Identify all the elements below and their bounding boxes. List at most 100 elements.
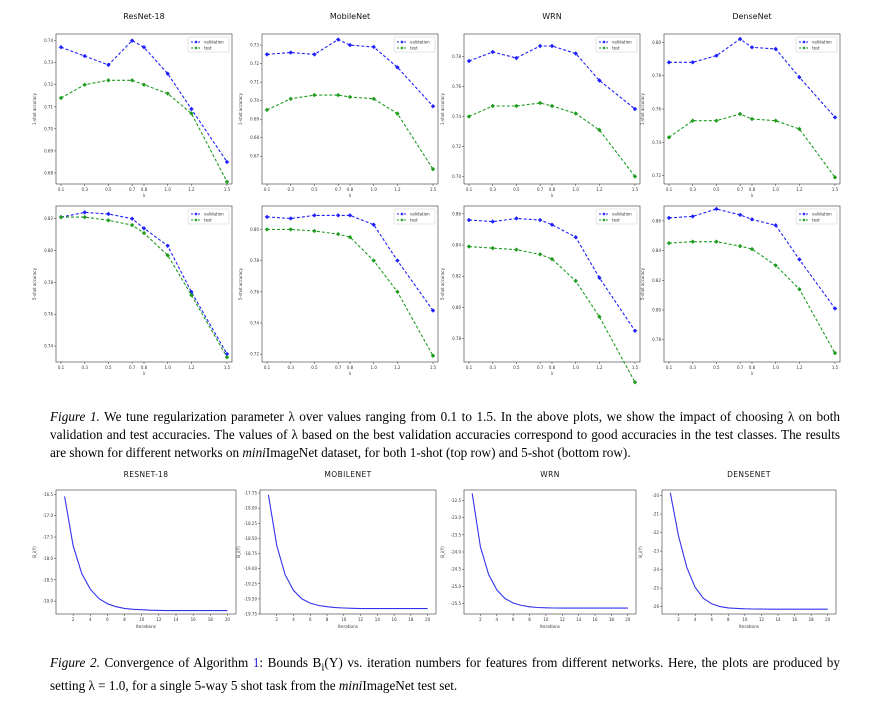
x-tick-label: 0.3 [288, 187, 295, 192]
point-validation [832, 306, 838, 311]
x-axis-label: λ [551, 371, 554, 376]
series-line-validation [468, 217, 636, 332]
point-test [832, 350, 838, 356]
point-test [106, 218, 111, 223]
series-line-validation [266, 38, 434, 107]
point-test [82, 82, 87, 87]
legend-marker-validation [802, 40, 806, 44]
point-validation [189, 106, 194, 112]
point-test [632, 380, 638, 385]
x-tick-label: 0.8 [549, 187, 556, 192]
point-validation [690, 214, 695, 219]
legend-label-test: test [204, 45, 212, 50]
y-tick-label: 0.73 [250, 43, 259, 48]
point-validation [430, 104, 436, 109]
x-axis-label: Iterations [540, 624, 560, 629]
series-line-validation [669, 38, 836, 118]
y-tick-label: 0.76 [652, 107, 661, 112]
x-tick-label: 0.7 [537, 365, 544, 370]
point-test [797, 126, 802, 132]
plot-frame [55, 33, 233, 185]
point-validation [549, 43, 555, 49]
point-validation [666, 60, 672, 65]
point-validation [288, 216, 293, 221]
y-tick-label: 0.72 [452, 144, 461, 149]
x-tick-label: 1.2 [796, 187, 803, 192]
x-tick-label: 1.0 [371, 187, 378, 192]
y-tick-label: 0.80 [44, 248, 53, 253]
y-tick-label: 0.74 [452, 114, 461, 119]
y-tick-label: 0.72 [250, 352, 259, 357]
point-test [549, 103, 555, 109]
x-tick-label: 14 [173, 617, 179, 622]
x-tick-label: 2 [72, 617, 75, 622]
algorithm-ref-link[interactable]: 1 [252, 655, 260, 670]
figure-2-caption-text-end: ImageNet test set. [362, 677, 458, 693]
y-axis-label: 1-shot accuracy [32, 92, 37, 125]
y-tick-label: -18.50 [244, 536, 257, 541]
plot-frame [663, 205, 841, 363]
point-validation [371, 44, 376, 50]
point-test [395, 111, 400, 116]
x-axis-label: λ [751, 371, 754, 376]
x-tick-label: 16 [792, 617, 798, 622]
point-validation [514, 55, 519, 61]
series-line-test [61, 216, 228, 358]
y-tick-label: 0.74 [44, 38, 53, 43]
x-tick-label: 1.5 [832, 365, 839, 370]
x-tick-label: 0.1 [466, 187, 473, 192]
x-tick-label: 0.7 [537, 187, 544, 192]
y-tick-label: 0.70 [250, 98, 259, 103]
y-tick-label: -20 [652, 493, 659, 498]
x-tick-label: 0.3 [490, 365, 497, 370]
x-tick-label: 1.5 [832, 187, 839, 192]
figure-2-caption-emph: mini [338, 677, 363, 693]
x-tick-label: 8 [727, 617, 730, 622]
x-tick-label: 1.2 [596, 365, 603, 370]
figure-2-caption: Figure 2. Convergence of Algorithm 1: Bo… [50, 654, 840, 695]
point-validation [82, 210, 87, 215]
point-validation [797, 75, 802, 80]
point-test [371, 96, 376, 102]
point-test [312, 92, 317, 98]
point-validation [129, 38, 135, 43]
y-tick-label: 0.78 [452, 54, 461, 59]
point-test [189, 111, 194, 116]
legend-label-test: test [612, 217, 620, 222]
point-validation [395, 65, 400, 70]
convergence-chart-densenet: DENSENET B_i(Y) -26 -25 -24 -23 -22 -21 -20 2 4 6 8 1… [634, 468, 840, 638]
point-test [773, 118, 778, 123]
point-test [395, 289, 400, 294]
point-validation [549, 222, 555, 227]
x-tick-label: 14 [375, 617, 381, 622]
chart-title: WRN [542, 12, 561, 21]
legend-marker-validation [802, 212, 806, 216]
legend-label-validation: validation [204, 39, 224, 44]
x-tick-label: 0.7 [129, 187, 136, 192]
x-tick-label: 6 [710, 617, 713, 622]
point-validation [690, 60, 695, 65]
legend-label-validation: validation [612, 39, 632, 44]
legend-label-test: test [410, 217, 418, 222]
x-tick-label: 14 [775, 617, 781, 622]
point-test [58, 95, 64, 101]
figure-1-label: Figure 1. [50, 409, 100, 424]
y-tick-label: 0.86 [652, 218, 661, 223]
point-validation [597, 78, 602, 83]
point-test [165, 91, 170, 96]
x-tick-label: 0.8 [749, 187, 756, 192]
x-tick-label: 14 [576, 617, 582, 622]
x-tick-label: 0.7 [737, 365, 744, 370]
x-tick-label: 1.2 [188, 187, 195, 192]
convergence-chart-wrn: WRN B_i(Y) -25.5 -25.0 -24.5 -24.0 -23.5 -23.0 -… [436, 468, 640, 638]
y-axis-label: 1-shot accuracy [238, 92, 243, 125]
x-tick-label: 20 [825, 617, 831, 622]
figure-2-caption-sub: i [321, 661, 325, 674]
x-tick-label: 0.3 [690, 187, 697, 192]
y-tick-label: -19.25 [244, 581, 257, 586]
point-test [165, 253, 170, 258]
x-tick-label: 0.3 [288, 365, 295, 370]
point-test [714, 118, 719, 123]
y-tick-label: -17.0 [43, 513, 54, 518]
x-axis-label: λ [751, 193, 754, 198]
